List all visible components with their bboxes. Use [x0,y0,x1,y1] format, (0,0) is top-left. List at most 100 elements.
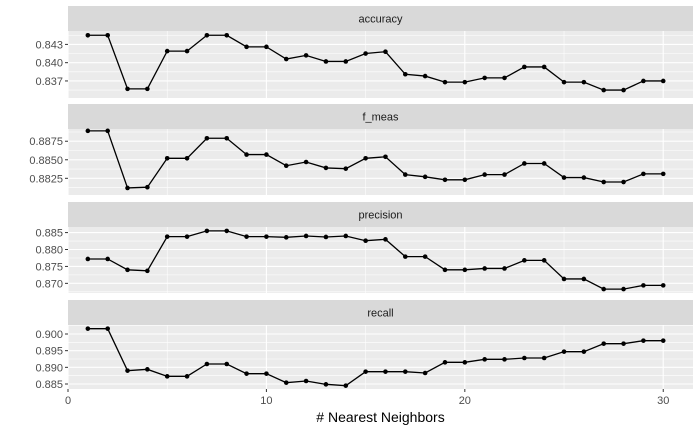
data-point [442,79,448,85]
data-point [621,179,626,185]
data-point [303,233,309,239]
data-point [323,382,329,387]
data-point [204,135,210,141]
facet-strip [68,300,693,325]
data-point [184,234,190,239]
data-point [145,367,150,372]
data-point [601,341,607,346]
data-point [422,73,428,79]
data-point [660,171,666,177]
data-point [383,237,388,242]
data-point [502,75,507,81]
series-line-precision [87,230,664,290]
data-point [541,161,547,166]
data-point [343,166,349,171]
data-point [462,360,468,365]
data-point [283,56,289,62]
y-tick-label: 0.900 [35,329,63,341]
data-point [125,267,130,273]
facet-strip-label: accuracy [358,14,403,26]
data-point [581,349,587,354]
y-tick-label: 0.885 [35,379,63,391]
data-point [105,326,110,331]
data-point [323,234,329,240]
facet-strip [68,104,693,129]
data-point [363,238,368,244]
data-point [264,44,269,50]
data-point [482,172,487,177]
facet-panels: accuracy 0.837 0.840 0.843 f_meas 0.8825 0.885… [29,6,693,391]
data-point [125,86,130,92]
series-line-recall [87,328,664,387]
data-point [303,159,309,165]
data-point [601,286,607,292]
data-point [164,374,170,379]
data-point [164,155,170,161]
data-point [164,234,170,239]
x-axis-title: # Nearest Neighbors [316,409,444,425]
data-point [283,380,289,385]
data-point [224,228,230,234]
data-point [541,355,547,361]
facet-strip [68,6,693,31]
data-point [264,371,269,376]
data-point [641,283,646,288]
data-point [522,161,527,166]
facet-strip-label: recall [367,308,393,320]
data-point [204,228,210,234]
y-tick-label: 0.8850 [29,155,63,167]
y-tick-label: 0.885 [35,228,63,240]
data-point [541,258,547,263]
data-point [105,256,110,262]
data-point [601,179,607,185]
data-point [482,266,487,271]
data-point [502,357,507,362]
data-point [403,172,408,177]
facet-f-meas: f_meas 0.8825 0.8850 0.8875 [29,104,693,195]
data-point [244,371,249,376]
data-point [482,357,487,362]
data-point [581,276,587,282]
data-point [641,338,646,343]
data-point [323,59,329,64]
data-point [343,383,349,388]
y-tick-label: 0.8875 [29,136,63,148]
data-point [541,64,547,70]
data-point [383,369,388,374]
y-tick-label: 0.837 [35,76,63,88]
data-point [561,349,567,354]
data-point [383,154,388,160]
data-point [85,256,91,262]
data-point [343,59,349,64]
y-tick-label: 0.875 [35,261,63,273]
x-tick-label: 10 [260,395,272,407]
panel-background [68,129,693,195]
panel-background [68,31,693,98]
data-point [482,75,487,81]
data-point [561,276,567,282]
data-point [264,152,269,157]
y-tick-label: 0.890 [35,362,63,374]
data-point [422,174,428,180]
panel-background [68,325,693,389]
data-point [363,155,368,161]
data-point [85,326,91,331]
data-point [422,254,428,259]
data-point [403,369,408,374]
data-point [85,32,91,38]
data-point [383,49,388,55]
y-tick-label: 0.843 [35,39,63,51]
data-point [244,234,249,239]
data-point [323,165,329,171]
data-point [264,234,269,239]
facet-recall: recall 0.885 0.890 0.895 0.900 [35,300,693,391]
data-point [621,341,626,346]
data-point [442,360,448,365]
data-point [462,79,468,85]
facet-precision: precision 0.870 0.875 0.880 0.885 [35,202,693,293]
data-point [442,267,448,273]
y-tick-label: 0.840 [35,58,63,70]
x-tick-label: 20 [459,395,471,407]
data-point [303,378,309,384]
